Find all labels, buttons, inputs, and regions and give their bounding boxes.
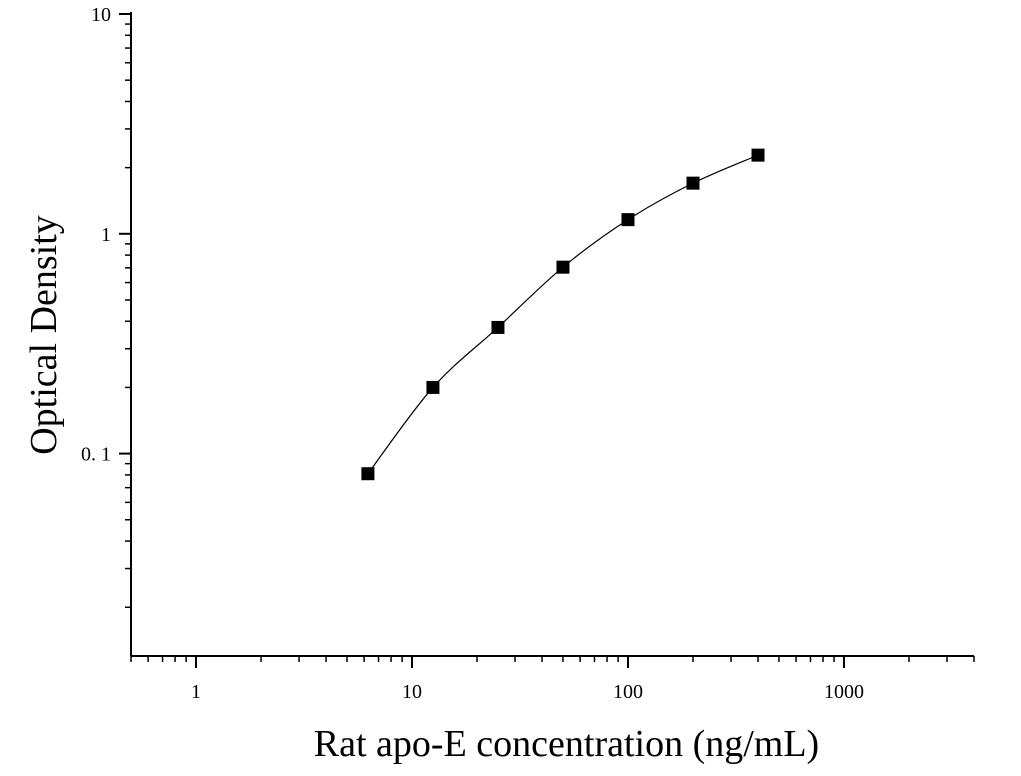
data-points (361, 148, 765, 481)
y-tick-label: 10 (91, 4, 111, 26)
y-minor-ticks (125, 23, 131, 608)
x-axis-title: Rat apo-E concentration (ng/mL) (314, 723, 819, 765)
data-point-square (686, 176, 700, 190)
data-point-square (426, 380, 440, 394)
x-tick-label: 1000 (824, 681, 864, 703)
x-tick-label: 1 (191, 681, 201, 703)
y-major-ticks: 10 1 0. 1 (81, 4, 131, 466)
x-major-ticks: 1 10 100 1000 (191, 656, 864, 703)
x-tick-label: 100 (613, 681, 643, 703)
data-point-square (621, 213, 635, 227)
y-axis-title: Optical Density (23, 215, 65, 455)
fit-curve (367, 154, 759, 475)
x-tick-label: 10 (402, 681, 422, 703)
data-point-square (491, 320, 505, 334)
x-minor-ticks (130, 656, 975, 662)
data-point-square (751, 148, 765, 162)
axes: 1 10 100 1000 10 1 0. 1 (81, 4, 975, 703)
data-point-square (556, 260, 570, 274)
data-point-square (361, 467, 375, 481)
fit-curve-layer (367, 154, 759, 475)
y-tick-label: 1 (101, 224, 111, 246)
y-tick-label: 0. 1 (81, 444, 111, 466)
